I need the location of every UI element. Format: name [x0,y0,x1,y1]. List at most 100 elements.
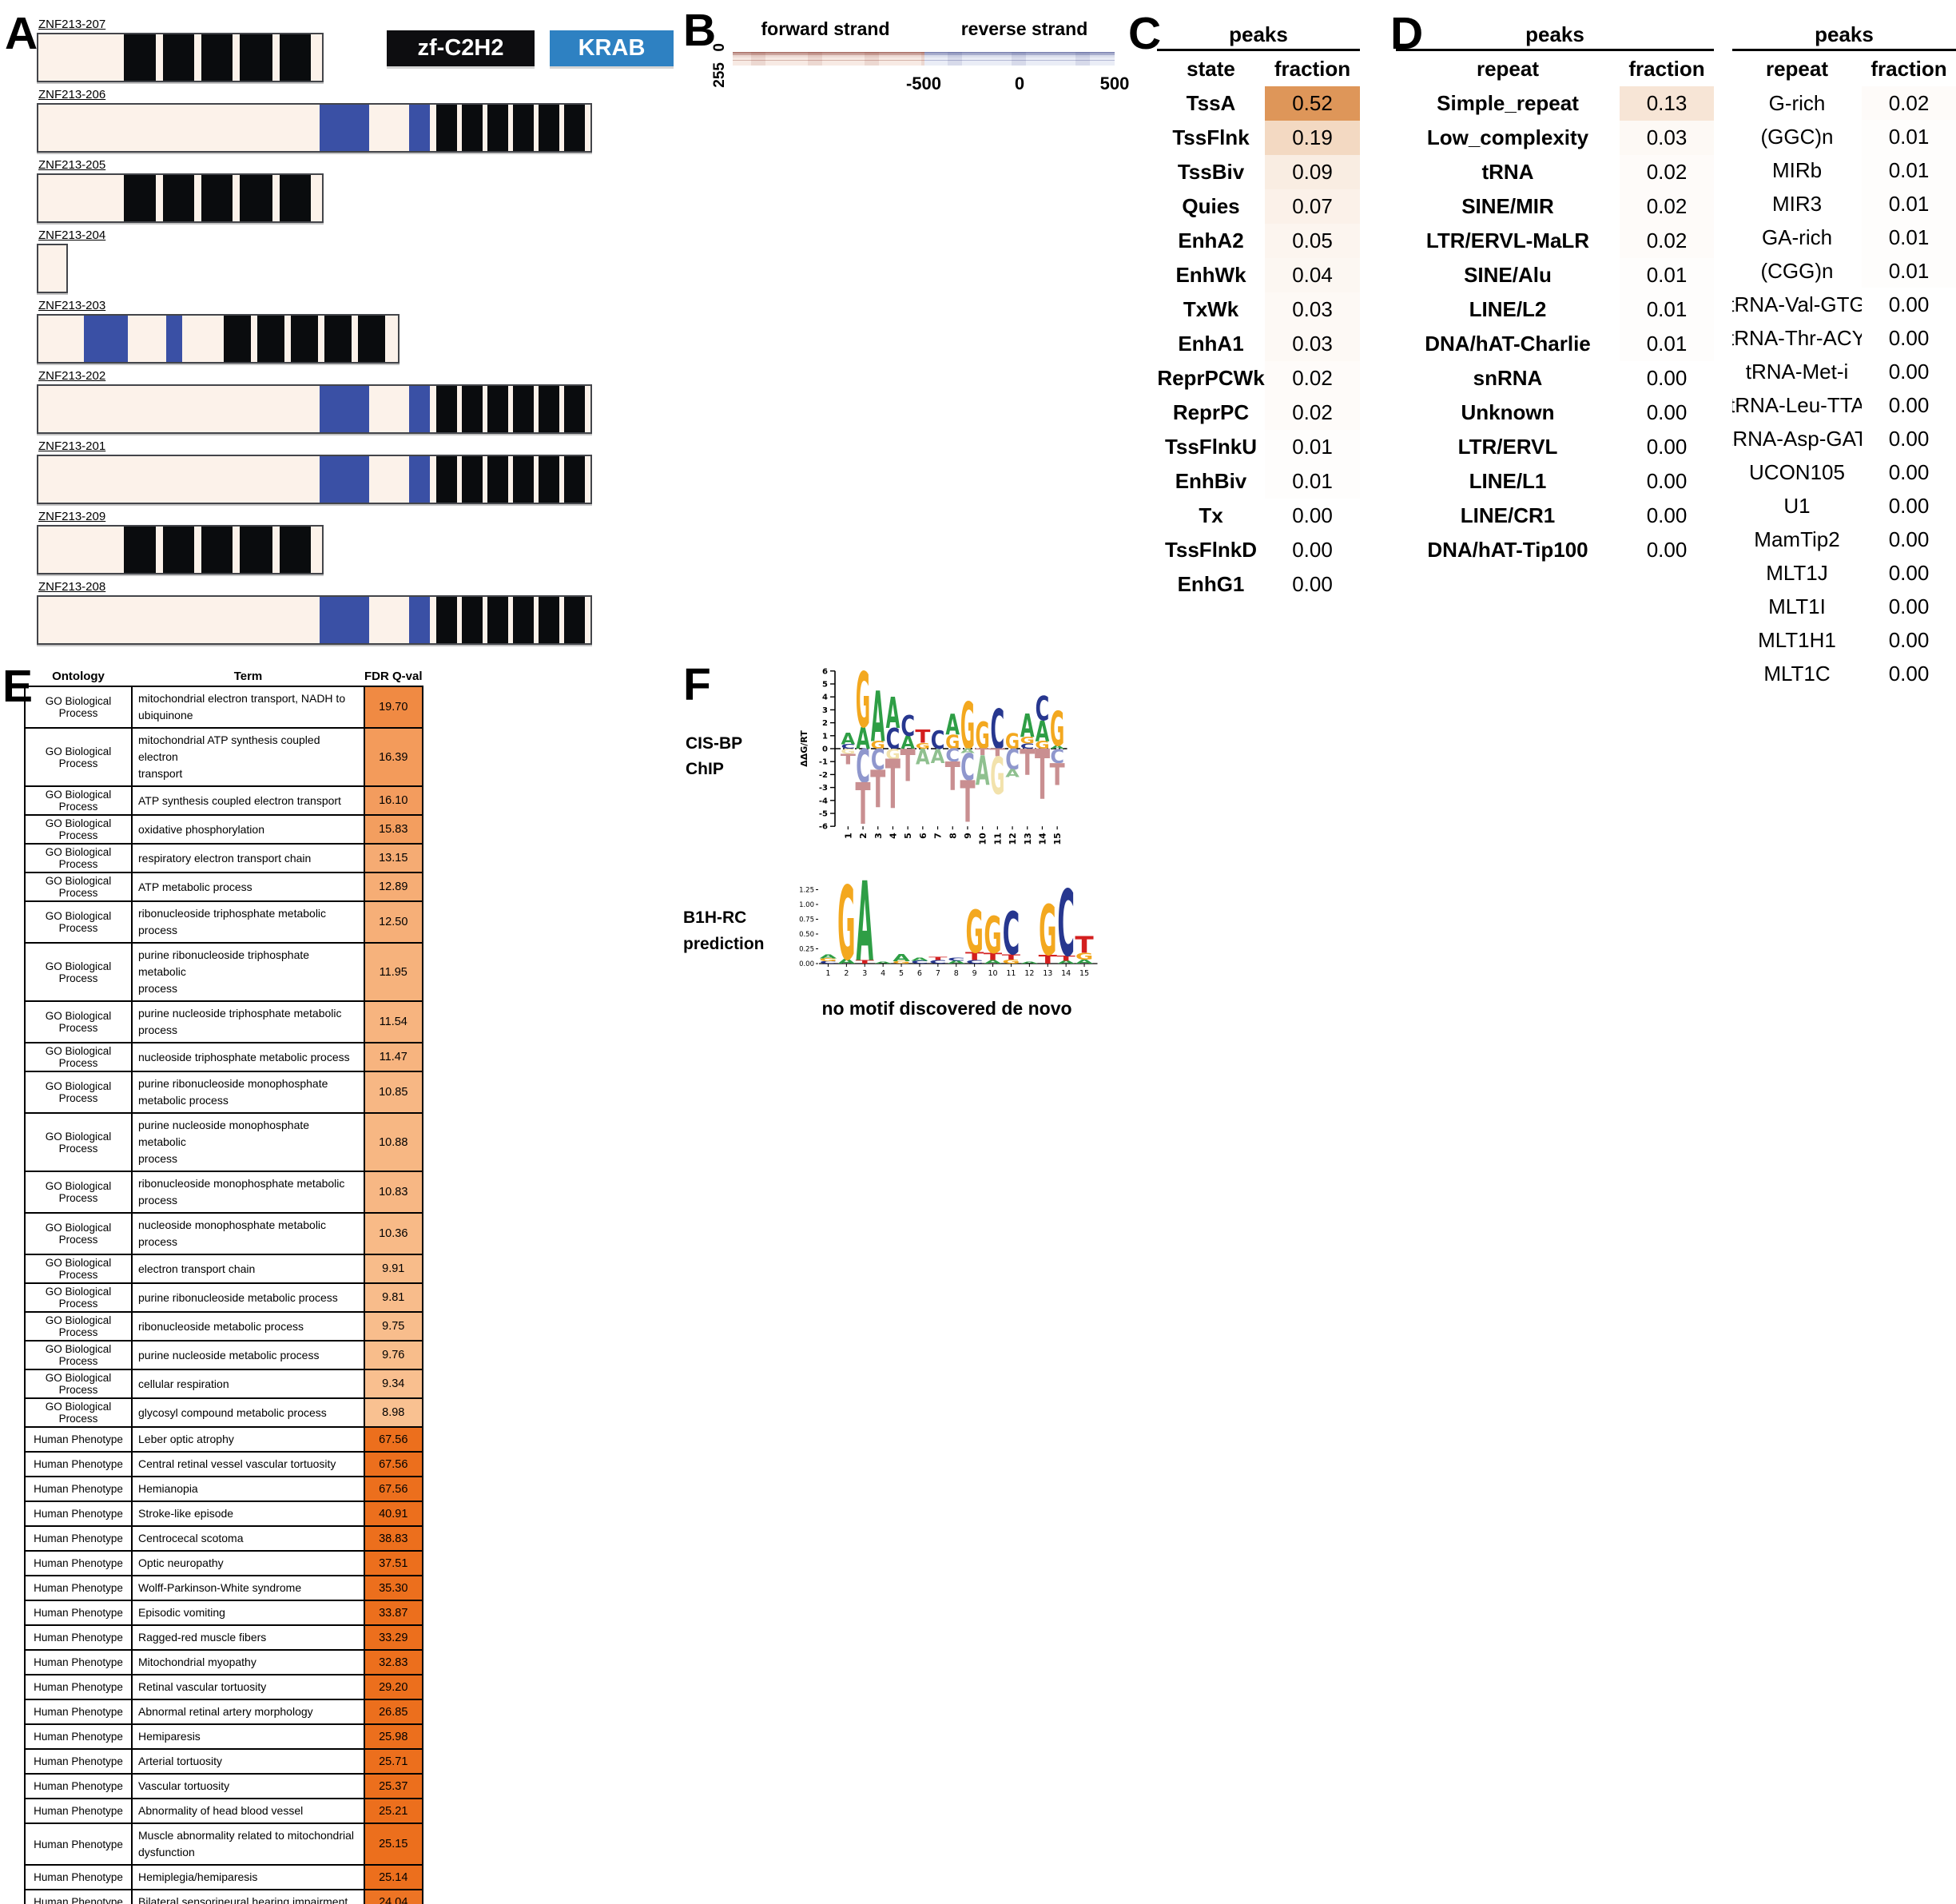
ontology-cell: Human Phenotype [24,1575,133,1601]
x-tick-label: 7 [933,833,944,839]
transcript-body-segment [233,175,240,221]
table-row: Simple_repeat 0.13 [1396,86,1714,121]
enrichment-row: GO Biological Process ribonucleoside trip… [24,900,423,944]
x-tick-label: 8 [954,969,959,978]
logo-letter-T: T [928,956,948,961]
table-row: LINE/CR1 0.00 [1396,499,1714,533]
term-cell: Mitochondrial myopathy [131,1649,365,1675]
zf-c2h2-exon [513,456,534,503]
transcript-body-segment [534,105,539,151]
logo-letter-T: T [960,769,975,836]
ontology-cell: GO Biological Process [24,900,133,944]
term-cell: Abnormality of head blood vessel [131,1798,365,1824]
logo-letter-A: A [948,960,965,964]
transcript-body-segment [585,386,590,432]
term-cell: Central retinal vessel vascular tortuosi… [131,1451,365,1477]
krab-exon [409,597,430,643]
fraction-cell: 0.04 [1265,258,1360,292]
logo-letter-C: C [820,960,837,964]
panel-a-label: A [5,8,38,59]
term-cell: cellular respiration [131,1369,365,1399]
enrichment-row: GO Biological Process mitochondrial ATP s… [24,727,423,787]
enrichment-row: Human Phenotype Optic neuropathy 37.51 [24,1550,423,1576]
qval-cell: 10.88 [364,1112,423,1172]
ontology-cell: Human Phenotype [24,1451,133,1477]
transcript-body-segment [534,597,539,643]
x-tick-label: 4 [888,833,898,839]
panel-b: B forward strand reverse strand 0 255 -5… [683,6,1147,106]
table-title: peaks [1732,16,1956,51]
transcript-body-segment [38,34,124,81]
transcript-body-segment [38,175,124,221]
y-tick-label: 3 [822,706,828,715]
transcript-body-segment [430,456,436,503]
transcript-body-segment [311,175,322,221]
qval-cell: 67.56 [364,1476,423,1502]
transcript-body-segment [585,456,590,503]
transcript-body-segment [233,527,240,573]
ontology-cell: GO Biological Process [24,1254,133,1284]
table-row: SINE/Alu 0.01 [1396,258,1714,292]
zf-c2h2-exon [513,597,534,643]
zf-c2h2-exon [487,105,508,151]
ontology-cell: Human Phenotype [24,1699,133,1725]
fraction-cell: 0.00 [1862,590,1956,623]
isoform-row: ZNF213-208 [37,580,592,645]
fraction-cell: 0.00 [1862,288,1956,321]
logo-letter-T: T [856,959,875,964]
isoform-box [37,103,592,153]
transcript-body-segment [352,316,358,362]
logo-letter-C: C [856,741,870,794]
repeat-cell: DNA/hAT-Charlie [1425,332,1591,356]
table-title: peaks [1157,16,1360,51]
zf-c2h2-exon [291,316,318,362]
transcript-body-segment [369,597,409,643]
ontology-cell: Human Phenotype [24,1525,133,1552]
fraction-cell: 0.00 [1862,657,1956,690]
y-tick-label: 0.00 [799,960,814,968]
col-header-term: Term [233,670,263,683]
ontology-cell: GO Biological Process [24,1212,133,1255]
fraction-cell: 0.02 [1265,396,1360,430]
enrichment-row: Human Phenotype Ragged-red muscle fibers 3… [24,1624,423,1651]
ontology-cell: GO Biological Process [24,1282,133,1313]
x-tick-label: 10 [988,969,998,978]
x-tick-label: 15 [1052,833,1063,845]
fraction-cell: 0.00 [1620,430,1714,464]
zf-c2h2-exon [564,456,585,503]
logo-letter-G: G [1005,729,1020,753]
zf-c2h2-exon [124,175,156,221]
zf-c2h2-exon [487,456,508,503]
ontology-cell: GO Biological Process [24,872,133,902]
ontology-cell: Human Phenotype [24,1723,133,1750]
zf-c2h2-exon [436,386,457,432]
enrichment-row: GO Biological Process nucleoside triphosp… [24,1042,423,1072]
logo-letter-A: A [916,745,930,769]
qval-cell: 25.15 [364,1823,423,1866]
term-cell: Hemiplegia/hemiparesis [131,1864,365,1890]
logo-letter-G: G [1002,959,1020,965]
enrichment-row: GO Biological Process purine nucleoside m… [24,1340,423,1370]
isoform-name: ZNF213-204 [38,229,106,242]
transcript-body-segment [311,527,322,573]
x-tick-label: 14 [1061,969,1071,978]
logo-letter-G: G [960,690,975,764]
krab-exon [320,456,369,503]
enrichment-row: GO Biological Process cellular respiratio… [24,1369,423,1399]
zf-c2h2-exon [280,527,311,573]
transcript-body-segment [194,34,201,81]
logo-letter-G: G [990,747,1004,807]
qval-cell: 38.83 [364,1525,423,1552]
repeat-cell: (CGG)n [1760,258,1834,283]
fraction-cell: 0.01 [1862,153,1956,187]
term-cell: Abnormal retinal artery morphology [131,1699,365,1725]
zf-c2h2-exon [324,316,352,362]
fraction-cell: 0.07 [1265,189,1360,224]
x-tick-label: 8 [948,833,958,839]
fraction-cell: 0.02 [1620,189,1714,224]
logo-letter-G: G [885,745,900,762]
x-tick-label: 10 [978,833,988,845]
logo-letter-A: A [960,748,976,755]
enrichment-row: GO Biological Process electron transport … [24,1254,423,1284]
zf-c2h2-exon [436,597,457,643]
